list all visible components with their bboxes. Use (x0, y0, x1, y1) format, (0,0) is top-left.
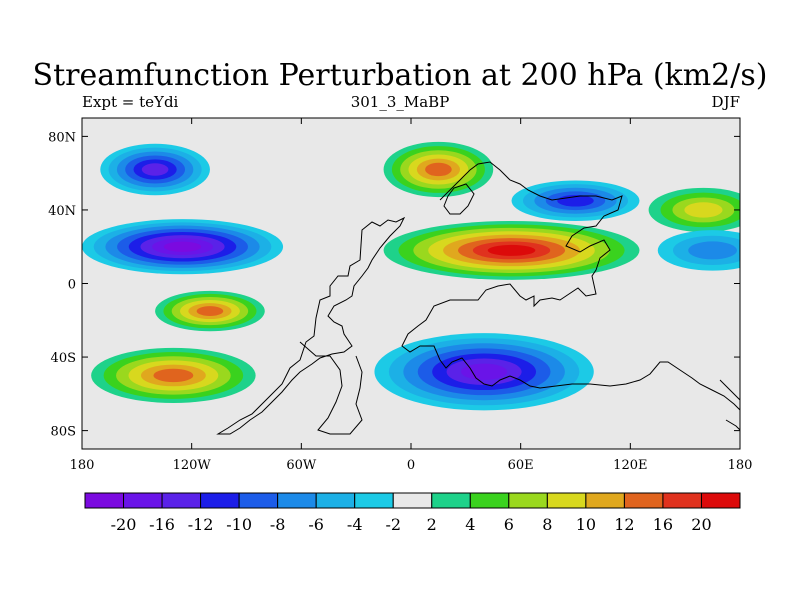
colorbar-swatch (508, 492, 548, 509)
contour-tropical-west-pacific-low (657, 230, 740, 271)
season-label: DJF (711, 93, 740, 111)
colorbar-label: 8 (542, 515, 552, 534)
contour-north-west-pacific-high (648, 187, 740, 233)
x-tick-label: 180 (70, 458, 95, 473)
colorbar-label: 20 (691, 515, 711, 534)
x-tick-label: 60W (286, 458, 317, 473)
colorbar-swatch (585, 492, 625, 509)
contour-band (461, 363, 508, 380)
colorbar-swatch (392, 492, 433, 509)
colorbar-swatch (123, 492, 163, 509)
contour-north-african-asian-high (383, 220, 640, 280)
colorbar-swatch (277, 492, 317, 509)
coastlines (216, 161, 740, 435)
colorbar-swatch (315, 492, 356, 509)
y-tick-label: 40N (48, 204, 76, 219)
colorbar-swatch (354, 492, 394, 509)
contour-south-east-pacific-high (91, 347, 256, 404)
colorbar-swatch (161, 492, 202, 509)
colorbar-label: -20 (111, 515, 137, 534)
colorbar-swatch (200, 492, 240, 509)
colorbar-label: -8 (270, 515, 286, 534)
colorbar-swatch (469, 492, 510, 509)
colorbar: -20 -16 -12 -10 -8 -6 -4 -2 2 4 6 8 10 12 16 20 (84, 492, 741, 534)
australia-coastline (719, 379, 740, 431)
x-tick-label: 0 (407, 458, 415, 473)
contour-south-atlantic-indian-low (374, 333, 594, 411)
colorbar-swatch (700, 492, 741, 509)
dataset-label: 301_3_MaBP (350, 93, 450, 111)
colorbar-swatch (238, 492, 279, 509)
contour-south-pacific-high (155, 290, 265, 332)
x-tick-label: 120E (613, 458, 647, 473)
x-tick-label: 180 (728, 458, 753, 473)
colorbar-swatch (431, 492, 471, 509)
contour-band (141, 163, 169, 176)
contour-west-siberian-low (511, 180, 640, 221)
colorbar-label: 2 (427, 515, 437, 534)
contour-band (684, 202, 723, 218)
contour-field (82, 118, 740, 449)
colorbar-label: 12 (614, 515, 634, 534)
colorbar-label: 4 (465, 515, 475, 534)
southern-coastline (299, 341, 363, 435)
contour-band (163, 241, 202, 252)
colorbar-swatch (84, 492, 125, 509)
colorbar-label: -2 (385, 515, 401, 534)
experiment-label: Expt = teYdi (82, 93, 179, 111)
contour-band (153, 368, 194, 383)
africa-eurasia-coastline (401, 161, 740, 411)
greenland-coastline (443, 183, 475, 215)
colorbar-label: 10 (576, 515, 596, 534)
colorbar-swatch (546, 492, 587, 509)
americas-coastline (216, 216, 406, 435)
contour-band (688, 241, 737, 260)
contour-north-atlantic-high (383, 141, 494, 198)
plot-title: Streamfunction Perturbation at 200 hPa (… (32, 58, 768, 93)
colorbar-label: 16 (653, 515, 673, 534)
colorbar-label: -16 (149, 515, 175, 534)
colorbar-label: -12 (188, 515, 214, 534)
axes: 180 120W 60W 0 60E 120E 180 80N 40N 0 40S 80S (48, 118, 752, 473)
contour-north-pacific-low (100, 143, 210, 196)
y-tick-label: 0 (68, 278, 76, 293)
y-tick-label: 80N (48, 130, 76, 145)
colorbar-swatch (662, 492, 702, 509)
x-tick-label: 120W (173, 458, 212, 473)
colorbar-label: -10 (226, 515, 252, 534)
contour-band (487, 244, 536, 256)
colorbar-swatch (623, 492, 664, 509)
contour-band (196, 306, 224, 316)
colorbar-label: -6 (308, 515, 324, 534)
colorbar-label: 6 (504, 515, 514, 534)
x-tick-label: 60E (508, 458, 534, 473)
y-tick-label: 40S (51, 351, 76, 366)
y-tick-label: 80S (51, 425, 76, 440)
colorbar-label: -4 (347, 515, 363, 534)
contour-band (425, 162, 452, 177)
contour-tropical-east-pacific-low (82, 219, 284, 275)
